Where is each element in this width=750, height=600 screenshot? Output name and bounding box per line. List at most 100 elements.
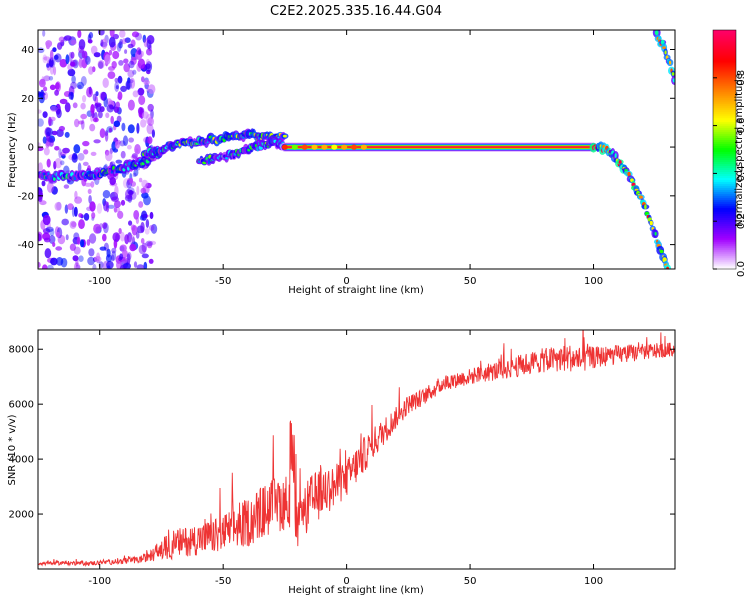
colorbar-cell xyxy=(713,115,736,119)
noise-blob xyxy=(41,76,45,85)
colorbar-cell xyxy=(713,119,736,123)
noise-blob xyxy=(127,124,135,134)
colorbar-cell xyxy=(713,35,736,39)
noise-blob xyxy=(113,120,121,128)
noise-blob xyxy=(54,146,60,151)
noise-blob xyxy=(53,54,59,60)
colorbar-cell xyxy=(713,167,736,171)
noise-blob xyxy=(125,189,133,200)
noise-blob xyxy=(136,264,145,269)
colorbar-cell xyxy=(713,245,736,248)
colorbar-cell xyxy=(713,117,736,121)
noise-blob xyxy=(69,220,77,229)
noise-blob xyxy=(93,139,101,144)
noise-blob xyxy=(46,158,51,168)
noise-blob xyxy=(58,148,62,159)
colorbar-cell xyxy=(713,243,736,246)
noise-blob xyxy=(103,96,108,108)
noise-blob xyxy=(127,187,135,195)
feature-blob-core xyxy=(282,134,287,138)
colorbar-cell xyxy=(713,159,736,163)
noise-blob xyxy=(42,54,48,64)
noise-blob xyxy=(111,247,117,254)
noise-blob xyxy=(83,213,90,221)
noise-blob xyxy=(59,160,65,166)
colorbar-cell xyxy=(713,85,736,89)
noise-blob xyxy=(135,231,140,239)
colorbar-cell xyxy=(713,193,736,196)
noise-blob xyxy=(102,77,109,88)
colorbar-cell xyxy=(713,261,736,264)
noise-blob xyxy=(64,102,71,113)
colorbar-cell xyxy=(713,47,736,51)
noise-blob xyxy=(147,84,156,94)
noise-blob xyxy=(73,262,80,269)
noise-blob xyxy=(119,264,127,269)
noise-blob xyxy=(124,49,128,54)
snr-y-tick-label: 6000 xyxy=(9,400,34,411)
noise-blob xyxy=(141,210,148,221)
feature-blob-core xyxy=(666,266,669,269)
noise-blob xyxy=(64,131,70,138)
noise-blob xyxy=(148,258,154,264)
snr-y-tick-label: 8000 xyxy=(9,345,34,356)
noise-blob xyxy=(42,228,51,234)
noise-blob xyxy=(77,120,84,125)
noise-blob xyxy=(126,144,132,150)
noise-blob xyxy=(87,188,92,195)
noise-blob xyxy=(52,47,57,53)
noise-blob xyxy=(131,153,138,159)
steady-line-blob xyxy=(291,144,298,150)
noise-blob xyxy=(80,113,88,120)
colorbar-cell xyxy=(713,95,736,99)
spectrogram-x-tick-label: 100 xyxy=(584,276,603,287)
noise-blob xyxy=(104,131,109,142)
noise-blob xyxy=(124,234,130,245)
colorbar-label: Normalized spectral amplitude xyxy=(734,73,745,227)
noise-blob xyxy=(43,147,50,156)
colorbar-cell xyxy=(713,157,736,161)
colorbar-cell xyxy=(713,131,736,135)
noise-blob xyxy=(90,111,94,122)
noise-blob xyxy=(129,243,137,252)
noise-blob xyxy=(39,200,47,206)
colorbar-cell xyxy=(713,267,736,270)
colorbar-cell xyxy=(713,121,736,125)
colorbar-cell xyxy=(713,57,736,61)
noise-blob xyxy=(122,135,129,146)
noise-blob xyxy=(42,214,51,226)
noise-blob xyxy=(50,257,58,266)
noise-blob xyxy=(103,222,109,234)
noise-blob xyxy=(43,86,48,92)
noise-blob xyxy=(103,200,109,212)
noise-blob xyxy=(149,224,155,231)
colorbar-cell xyxy=(713,205,736,208)
noise-blob xyxy=(111,61,117,69)
colorbar-cell xyxy=(713,59,736,63)
colorbar-cell xyxy=(713,213,736,216)
noise-blob xyxy=(99,128,106,139)
noise-blob xyxy=(131,31,140,38)
snr-x-tick-label: -50 xyxy=(215,576,231,587)
colorbar-cell xyxy=(713,185,736,188)
colorbar-cell xyxy=(713,217,736,220)
noise-blob xyxy=(71,154,78,163)
noise-blob xyxy=(108,36,116,48)
noise-blob xyxy=(51,130,58,136)
noise-blob xyxy=(70,51,75,59)
steady-line-blob xyxy=(311,144,318,150)
colorbar-cell xyxy=(713,31,736,35)
noise-blob xyxy=(43,56,51,61)
colorbar-cell xyxy=(713,211,736,214)
colorbar-cell xyxy=(713,237,736,240)
noise-blob xyxy=(114,185,119,197)
colorbar-cell xyxy=(713,79,736,83)
noise-blob xyxy=(53,160,57,170)
colorbar-cell xyxy=(713,227,736,230)
colorbar-cell xyxy=(713,173,736,176)
noise-blob xyxy=(42,264,48,269)
colorbar-cell xyxy=(713,203,736,206)
colorbar-cell xyxy=(713,45,736,49)
noise-blob xyxy=(149,240,157,246)
colorbar-cell xyxy=(713,39,736,43)
